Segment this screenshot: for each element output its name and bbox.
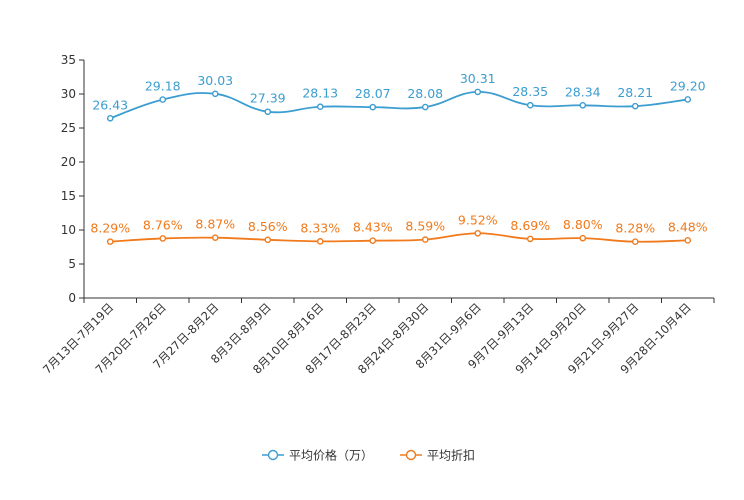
data-point — [211, 234, 219, 241]
legend-label: 平均价格（万） — [289, 448, 373, 463]
y-tick-label: 20 — [61, 155, 76, 169]
data-point — [684, 96, 692, 103]
data-point — [631, 238, 639, 245]
legend-circle-icon — [405, 449, 417, 461]
series-lines — [106, 88, 692, 245]
data-label: 26.43 — [92, 97, 128, 112]
y-tick-label: 30 — [61, 87, 76, 101]
data-point — [631, 102, 639, 110]
data-point — [684, 237, 692, 244]
series-line-0 — [109, 90, 688, 120]
legend-label: 平均折扣 — [427, 448, 475, 463]
series-line-1 — [110, 232, 688, 243]
legend: 平均价格（万） 平均折扣 — [262, 448, 475, 463]
data-point — [106, 114, 114, 122]
data-label: 29.20 — [670, 78, 706, 93]
data-label: 8.69% — [510, 218, 550, 233]
data-point — [579, 234, 587, 242]
data-label: 8.87% — [195, 217, 235, 232]
legend-circle-icon — [267, 449, 279, 461]
data-label: 8.59% — [405, 219, 445, 234]
data-label: 28.21 — [617, 85, 653, 100]
data-point — [106, 238, 114, 245]
axes: 051015202530357月13日-7月19日7月20日-7月26日7月27… — [40, 53, 715, 377]
data-point — [316, 103, 324, 111]
data-label: 8.43% — [353, 220, 393, 235]
data-label: 9.52% — [458, 212, 498, 227]
data-labels: 26.43 29.18 30.03 27.39 28.13 28.07 28.08 30.31… — [90, 71, 707, 236]
data-point — [474, 88, 482, 96]
data-point — [526, 101, 534, 109]
data-label: 28.13 — [302, 86, 338, 101]
data-label: 28.07 — [355, 86, 391, 101]
data-point — [211, 90, 219, 98]
data-label: 8.29% — [90, 221, 130, 236]
y-tick-label: 15 — [61, 189, 76, 203]
data-point — [421, 236, 429, 243]
data-point — [316, 238, 324, 245]
y-tick-label: 10 — [61, 223, 76, 237]
data-label: 28.34 — [565, 84, 601, 99]
data-label: 8.33% — [300, 220, 340, 235]
data-label: 29.18 — [145, 79, 181, 94]
data-point — [369, 103, 377, 111]
y-tick-label: 25 — [61, 121, 76, 135]
data-point — [421, 103, 429, 111]
data-label: 8.48% — [668, 219, 708, 234]
y-tick-label: 5 — [68, 257, 76, 271]
data-point — [159, 235, 167, 242]
data-label: 30.31 — [460, 71, 496, 86]
data-label: 8.56% — [248, 219, 288, 234]
data-label: 27.39 — [250, 91, 286, 106]
data-point — [159, 96, 167, 103]
data-label: 8.80% — [563, 217, 603, 232]
data-label: 28.35 — [512, 84, 548, 99]
data-point — [264, 236, 272, 244]
data-label: 8.76% — [143, 217, 183, 232]
data-label: 30.03 — [197, 73, 233, 88]
data-label: 8.28% — [615, 221, 655, 236]
y-tick-label: 35 — [61, 53, 76, 67]
data-point — [474, 229, 482, 237]
data-point — [526, 235, 534, 243]
data-point — [264, 108, 272, 116]
data-label: 28.08 — [407, 86, 443, 101]
y-tick-label: 0 — [68, 291, 76, 305]
data-point — [369, 237, 377, 244]
data-point — [579, 101, 587, 109]
